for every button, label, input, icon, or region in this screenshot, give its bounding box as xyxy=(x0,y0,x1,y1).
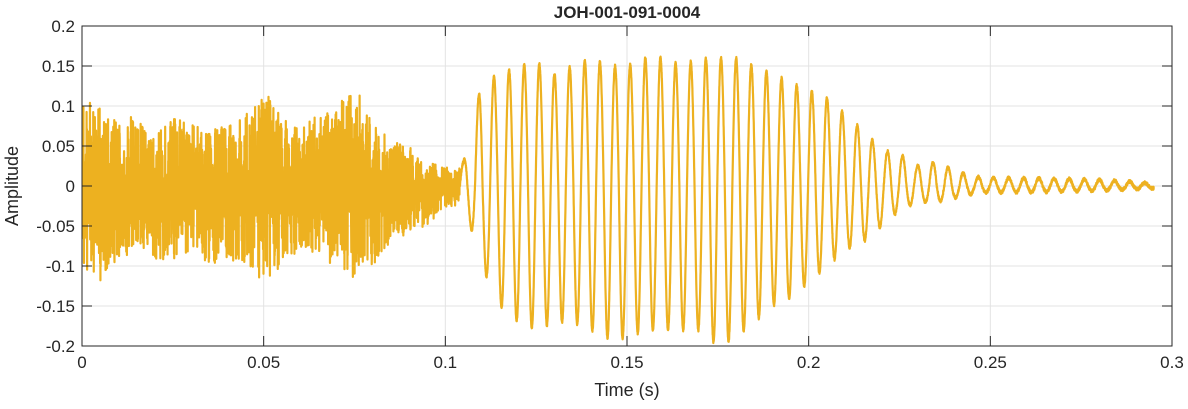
x-axis-label: Time (s) xyxy=(594,380,659,400)
plot-area xyxy=(82,55,1155,345)
y-tick-label: -0.1 xyxy=(46,257,75,276)
x-tick-label: 0 xyxy=(77,353,86,372)
y-axis-label: Amplitude xyxy=(2,146,22,226)
y-tick-label: 0.05 xyxy=(42,137,75,156)
y-tick-label: 0.2 xyxy=(51,17,75,36)
x-tick-label: 0.3 xyxy=(1160,353,1184,372)
waveform-series xyxy=(82,55,1155,345)
y-tick-label: -0.2 xyxy=(46,337,75,356)
x-tick-label: 0.15 xyxy=(610,353,643,372)
x-tick-label: 0.05 xyxy=(247,353,280,372)
y-tick-label: 0.1 xyxy=(51,97,75,116)
y-tick-label: -0.05 xyxy=(36,217,75,236)
y-tick-label: -0.15 xyxy=(36,297,75,316)
axis-ticks: 0 0.05 0.1 0.15 0.2 0.25 0.3 -0.2 -0.15 -0.1 -0.05… xyxy=(36,17,1184,372)
x-tick-label: 0.2 xyxy=(797,353,821,372)
y-tick-label: 0.15 xyxy=(42,57,75,76)
y-tick-label: 0 xyxy=(66,177,75,196)
x-tick-label: 0.25 xyxy=(974,353,1007,372)
x-tick-label: 0.1 xyxy=(434,353,458,372)
chart-title: JOH-001-091-0004 xyxy=(554,3,701,22)
